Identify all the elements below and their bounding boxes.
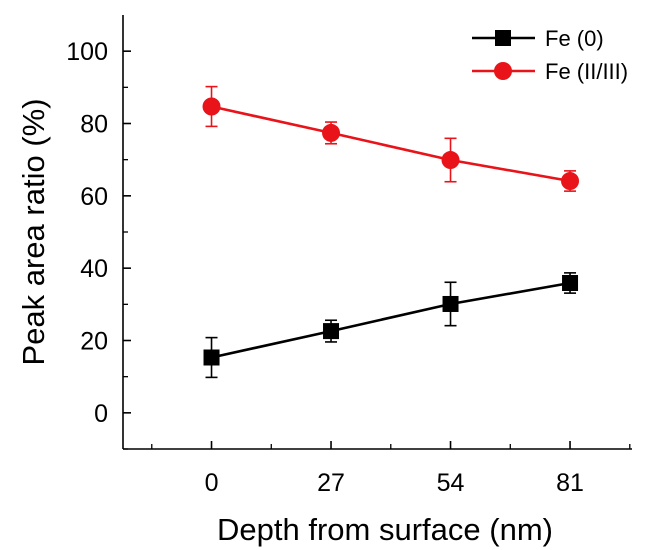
legend: Fe (0) Fe (II/III) [472, 26, 628, 84]
data-point [202, 97, 221, 116]
x-tick-label: 27 [317, 469, 345, 497]
y-tick-label: 20 [80, 328, 108, 356]
series-line [211, 105, 571, 183]
x-tick-label: 0 [205, 469, 219, 497]
data-point [561, 172, 580, 191]
x-tick-label: 54 [437, 469, 465, 497]
y-tick-label: 80 [80, 111, 108, 139]
legend-item-1: Fe (0) [472, 26, 604, 51]
x-axis-ticks: 0 27 54 81 [151, 441, 631, 497]
data-point [441, 151, 460, 170]
y-axis-title: Peak area ratio (%) [16, 98, 51, 365]
data-point [322, 123, 341, 142]
y-tick-label: 40 [80, 255, 108, 283]
legend-marker [495, 30, 511, 46]
legend-label: Fe (0) [545, 26, 604, 51]
x-tick-label: 81 [556, 469, 584, 497]
legend-label: Fe (II/III) [545, 59, 628, 84]
y-tick-label: 60 [80, 183, 108, 211]
plot-series [202, 85, 580, 379]
x-axis-title: Depth from surface (nm) [217, 512, 553, 547]
data-point [442, 295, 459, 312]
y-axis-ticks: 0 20 40 60 80 100 [66, 38, 131, 450]
y-tick-label: 100 [66, 38, 108, 66]
series-1 [203, 272, 579, 379]
series-2 [202, 85, 580, 192]
legend-item-2: Fe (II/III) [472, 59, 628, 84]
y-tick-label: 0 [94, 400, 108, 428]
series-line [211, 281, 571, 359]
legend-marker [494, 62, 512, 80]
data-point [203, 349, 220, 366]
data-point [562, 274, 579, 291]
data-point [323, 323, 340, 340]
